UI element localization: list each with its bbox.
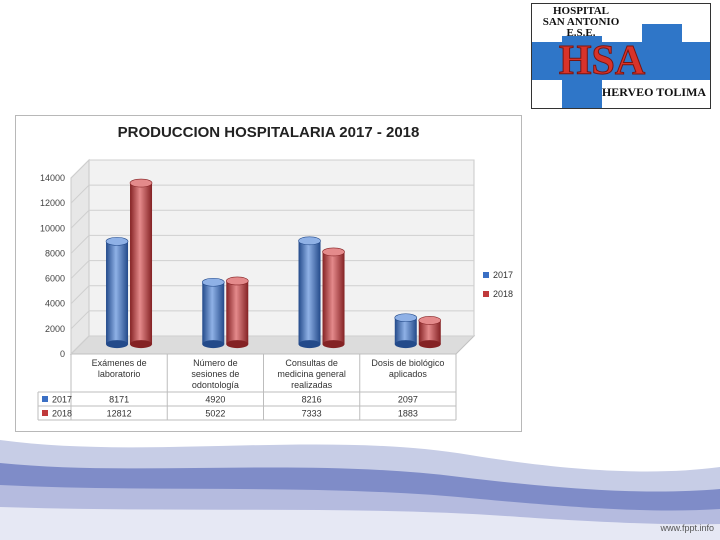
- bar-top: [129, 178, 153, 188]
- category-label: Consultas de: [285, 358, 338, 368]
- y-tick-label: 14000: [40, 173, 65, 183]
- table-value: 2097: [398, 395, 418, 405]
- y-tick-label: 10000: [40, 223, 65, 233]
- bar-body: [226, 280, 249, 345]
- bar-2017-2: [298, 236, 321, 349]
- category-label: realizadas: [291, 380, 333, 390]
- logo-place: HERVEO TOLIMA: [602, 85, 706, 99]
- table-value: 12812: [107, 409, 132, 419]
- gridline: [70, 184, 474, 204]
- bar-body: [130, 183, 153, 345]
- table-value: 8171: [109, 395, 129, 405]
- bar-top: [225, 276, 249, 286]
- bar-body: [418, 320, 441, 345]
- bar-2017-1: [201, 277, 225, 349]
- table-value: 4920: [205, 395, 225, 405]
- table-value: 7333: [302, 409, 322, 419]
- category-label: medicina general: [277, 369, 346, 379]
- bar-body: [322, 251, 345, 345]
- category-label: odontología: [192, 380, 239, 390]
- bar-base: [322, 340, 345, 349]
- chart-title: PRODUCCION HOSPITALARIA 2017 - 2018: [117, 124, 420, 141]
- side-wall: [70, 158, 90, 356]
- category-label: Exámenes de: [92, 358, 147, 368]
- decorative-waves: [0, 440, 720, 540]
- logo-line-1: HOSPITAL: [553, 5, 609, 17]
- table-value: 5022: [205, 409, 225, 419]
- bar-body: [394, 317, 417, 345]
- legend-key-2017: [483, 272, 489, 278]
- footer-link[interactable]: www.fppt.info: [660, 523, 714, 533]
- bar-body: [202, 282, 225, 345]
- category-label: Dosis de biológico: [371, 358, 444, 368]
- bar-base: [298, 340, 321, 349]
- bar-base: [106, 340, 129, 349]
- y-tick-label: 0: [60, 349, 65, 359]
- logo-line-2: SAN ANTONIO: [543, 16, 620, 28]
- legend-label-2018: 2018: [493, 289, 513, 299]
- bar-top: [201, 277, 225, 287]
- bar-base: [226, 340, 249, 349]
- gridline: [70, 285, 474, 305]
- bar-chart: 0 2000 4000 6000 8000 10000 12000 14000 Exámenes…: [37, 158, 513, 421]
- table-series-name: 2017: [52, 395, 72, 405]
- gridline: [70, 310, 474, 330]
- bar-base: [130, 340, 153, 349]
- bar-base: [202, 340, 225, 349]
- bar-base: [418, 340, 441, 349]
- table-series-name: 2018: [52, 409, 72, 419]
- bar-2018-1: [225, 276, 249, 349]
- table-legend-key: [42, 396, 48, 402]
- category-label: sesiones de: [191, 369, 239, 379]
- bar-top: [322, 247, 345, 257]
- logo-cross-upper: [642, 24, 682, 64]
- logo-line-3: E.S.E.: [566, 27, 595, 39]
- hospital-logo: HOSPITAL SAN ANTONIO E.S.E. HSA HERVEO T…: [531, 3, 711, 109]
- bar-2017-0: [105, 237, 129, 349]
- table-legend-key: [42, 410, 48, 416]
- category-label: laboratorio: [98, 369, 141, 379]
- y-tick-label: 6000: [45, 274, 65, 284]
- bar-top: [418, 316, 442, 325]
- logo-initials: HSA: [559, 38, 646, 84]
- bar-2018-2: [322, 247, 345, 349]
- category-label: aplicados: [389, 369, 428, 379]
- bar-2017-3: [394, 313, 418, 349]
- chart-panel: PRODUCCION HOSPITALARIA 2017 - 2018 0 200…: [15, 115, 522, 432]
- y-tick-label: 4000: [45, 299, 65, 309]
- table-value: 8216: [302, 395, 322, 405]
- bar-top: [105, 237, 129, 246]
- y-tick-label: 12000: [40, 198, 65, 208]
- category-label: Número de: [193, 358, 238, 368]
- wave-base: [0, 507, 720, 540]
- bar-body: [106, 241, 129, 345]
- legend-key-2018: [483, 291, 489, 297]
- gridline: [70, 159, 474, 179]
- y-tick-label: 2000: [45, 324, 65, 334]
- gridline: [70, 335, 474, 355]
- bar-base: [394, 340, 417, 349]
- bar-2018-0: [129, 178, 153, 349]
- bar-top: [394, 313, 418, 323]
- bar-body: [298, 240, 321, 345]
- gridline: [70, 234, 474, 254]
- y-tick-label: 8000: [45, 248, 65, 258]
- bar-2018-3: [418, 316, 442, 349]
- gridline: [70, 260, 474, 279]
- table-value: 1883: [398, 409, 418, 419]
- gridline: [70, 209, 474, 229]
- bar-top: [298, 236, 321, 246]
- logo-graphic: HOSPITAL SAN ANTONIO E.S.E. HSA HERVEO T…: [532, 5, 710, 108]
- legend-label-2017: 2017: [493, 270, 513, 280]
